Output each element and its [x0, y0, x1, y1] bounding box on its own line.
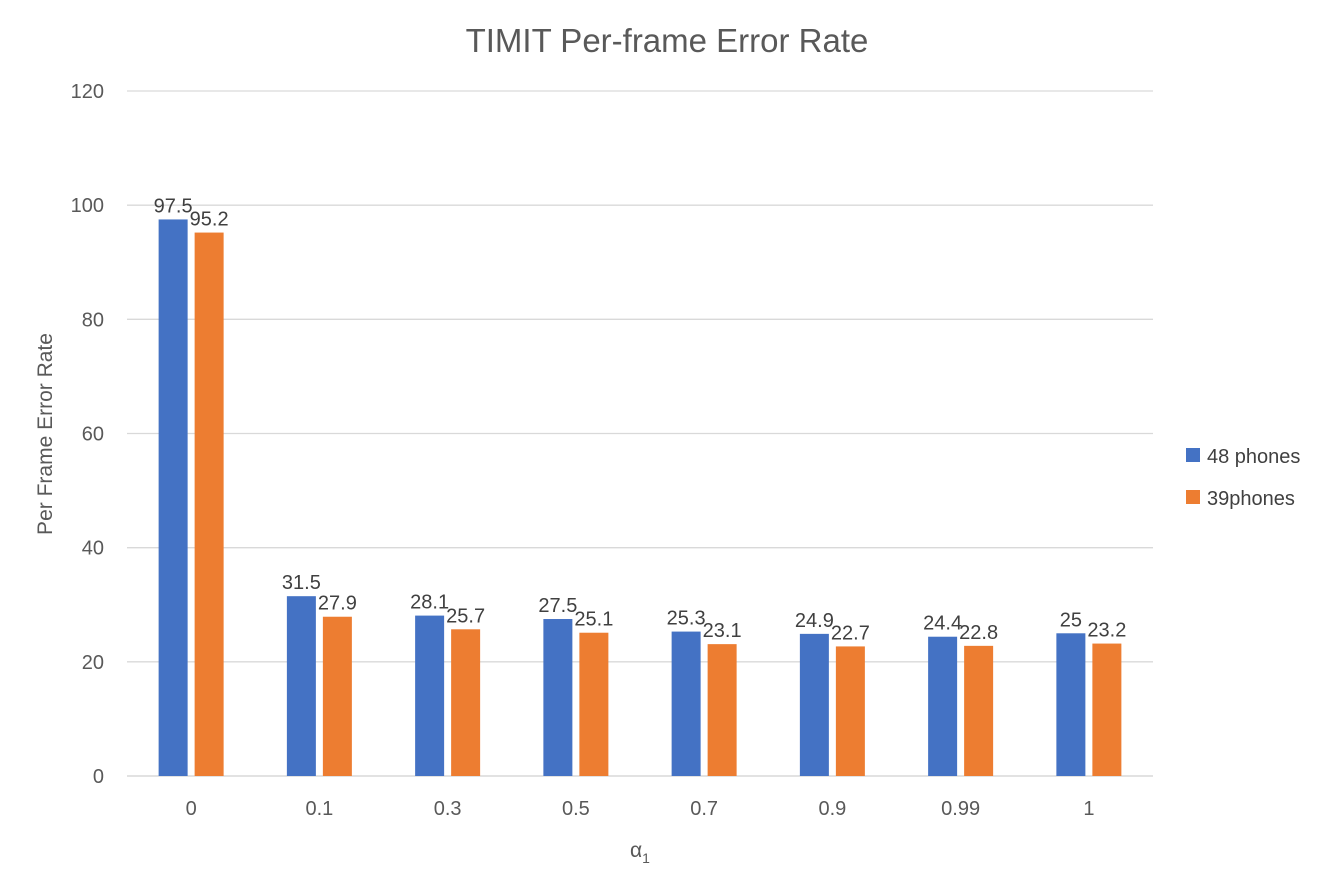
- tick-labels: 0 20 40 60 80 100 120 0 0.1 0.3 0.5 0.7 0.9 0.99 1: [71, 81, 1095, 820]
- legend-label-48-phones: 48 phones: [1207, 446, 1300, 468]
- y-tick-label-0: 0: [93, 766, 104, 788]
- data-label-39phones-0-5: 25.1: [574, 609, 613, 631]
- data-label-48-phones-0-9: 24.9: [795, 610, 834, 632]
- chart-title: TIMIT Per-frame Error Rate: [466, 22, 869, 59]
- bar-48-phones-0-5: [543, 619, 573, 776]
- data-label-48-phones-0-5: 27.5: [538, 595, 577, 617]
- x-tick-label-0-5: 0.5: [562, 798, 590, 820]
- x-axis-label: α1: [630, 839, 650, 866]
- x-tick-label-0-1: 0.1: [305, 798, 333, 820]
- legend: 48 phones 39phones: [1186, 446, 1300, 510]
- x-axis-label-subscript: 1: [642, 850, 650, 866]
- data-label-39phones-0: 95.2: [190, 209, 229, 231]
- x-tick-label-1: 1: [1083, 798, 1094, 820]
- data-label-48-phones-0-3: 28.1: [410, 592, 449, 614]
- data-label-39phones-1: 23.2: [1087, 620, 1126, 642]
- data-label-39phones-0-9: 22.7: [831, 622, 870, 644]
- data-labels: 97.595.2 31.527.9 28.125.7 27.525.1 25.323.1…: [154, 195, 1127, 644]
- bar-39phones-0: [194, 232, 224, 777]
- bar-39phones-0-99: [964, 645, 994, 776]
- bar-48-phones-0-7: [671, 631, 701, 776]
- x-tick-label-0-9: 0.9: [818, 798, 846, 820]
- data-label-39phones-0-7: 23.1: [703, 620, 742, 642]
- bar-48-phones-0-3: [415, 615, 445, 776]
- y-tick-label-120: 120: [71, 81, 104, 103]
- bar-48-phones-1: [1056, 633, 1086, 776]
- x-tick-label-0-99: 0.99: [941, 798, 980, 820]
- bar-48-phones-0-99: [928, 636, 958, 776]
- data-label-39phones-0-1: 27.9: [318, 593, 357, 615]
- bars: [158, 219, 1122, 777]
- x-tick-label-0-7: 0.7: [690, 798, 718, 820]
- bar-39phones-0-3: [451, 629, 481, 776]
- bar-39phones-0-1: [322, 616, 352, 776]
- data-label-48-phones-0-1: 31.5: [282, 572, 321, 594]
- data-label-48-phones-0-7: 25.3: [667, 608, 706, 630]
- data-label-48-phones-1: 25: [1060, 609, 1082, 631]
- bar-48-phones-0-1: [286, 596, 316, 776]
- x-tick-label-0-3: 0.3: [434, 798, 462, 820]
- bar-39phones-1: [1092, 643, 1122, 776]
- bar-48-phones-0: [158, 219, 188, 776]
- data-label-39phones-0-3: 25.7: [446, 605, 485, 627]
- legend-swatch-39phones: [1186, 490, 1200, 504]
- y-tick-label-80: 80: [82, 309, 104, 331]
- bar-39phones-0-9: [835, 646, 865, 776]
- gridlines: [127, 90, 1153, 777]
- legend-swatch-48-phones: [1186, 448, 1200, 462]
- y-tick-label-60: 60: [82, 424, 104, 446]
- y-tick-label-40: 40: [82, 538, 104, 560]
- x-axis-label-main: α: [630, 839, 642, 862]
- legend-label-39phones: 39phones: [1207, 488, 1295, 510]
- data-label-48-phones-0: 97.5: [154, 195, 193, 217]
- data-label-39phones-0-99: 22.8: [959, 622, 998, 644]
- bar-48-phones-0-9: [799, 633, 829, 776]
- bar-39phones-0-5: [579, 632, 609, 776]
- x-tick-label-0: 0: [186, 798, 197, 820]
- y-tick-label-20: 20: [82, 652, 104, 674]
- data-label-48-phones-0-99: 24.4: [923, 613, 962, 635]
- bar-39phones-0-7: [707, 644, 737, 776]
- y-axis-label: Per Frame Error Rate: [34, 333, 57, 535]
- y-tick-label-100: 100: [71, 195, 104, 217]
